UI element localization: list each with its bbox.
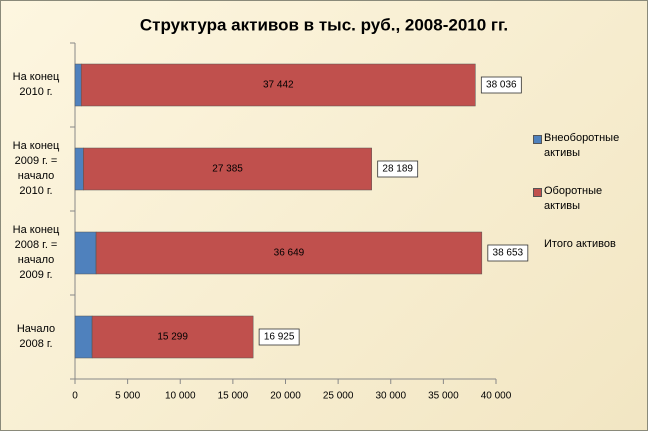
category-label: На конец 2008 г. = начало 2009 г. — [12, 224, 60, 281]
bar — [74, 147, 84, 191]
legend-label: Оборотные активы — [544, 185, 603, 212]
bar — [83, 147, 372, 191]
value-label: 15 299 — [157, 332, 188, 343]
value-label: 36 649 — [274, 248, 305, 259]
total-label-box — [480, 76, 522, 94]
category-label: На конец 2010 г. — [12, 71, 60, 98]
total-label-box — [258, 328, 300, 346]
bar — [95, 231, 483, 275]
legend-swatch — [533, 188, 542, 197]
value-label: 37 442 — [263, 80, 294, 91]
chart-title: Структура активов в тыс. руб., 2008-2010… — [140, 15, 508, 34]
x-tick-label: 40 000 — [481, 391, 512, 402]
x-tick-label: 0 — [72, 391, 78, 402]
x-tick-label: 35 000 — [428, 391, 459, 402]
total-label-box — [487, 244, 529, 262]
bar — [74, 315, 93, 359]
bar — [81, 63, 476, 107]
legend-label: Внеоборотные активы — [544, 132, 620, 159]
x-tick-label: 20 000 — [270, 391, 301, 402]
category-label: На конец 2009 г. = начало 2010 г. — [12, 140, 60, 197]
x-tick-label: 25 000 — [323, 391, 354, 402]
bar — [91, 315, 254, 359]
value-label: 27 385 — [212, 164, 243, 175]
bar — [74, 231, 97, 275]
total-label: 38 653 — [493, 248, 524, 259]
total-label: 28 189 — [382, 164, 413, 175]
x-tick-label: 5 000 — [115, 391, 140, 402]
x-tick-label: 30 000 — [375, 391, 406, 402]
category-label: Начало 2008 г. — [16, 323, 56, 350]
x-tick-label: 10 000 — [165, 391, 196, 402]
legend-swatch — [533, 135, 542, 144]
bar — [74, 63, 82, 107]
legend-label: Итого активов — [544, 238, 616, 250]
total-label-box — [377, 160, 419, 178]
x-tick-label: 15 000 — [218, 391, 249, 402]
total-label: 38 036 — [486, 80, 517, 91]
total-label: 16 925 — [264, 332, 295, 343]
